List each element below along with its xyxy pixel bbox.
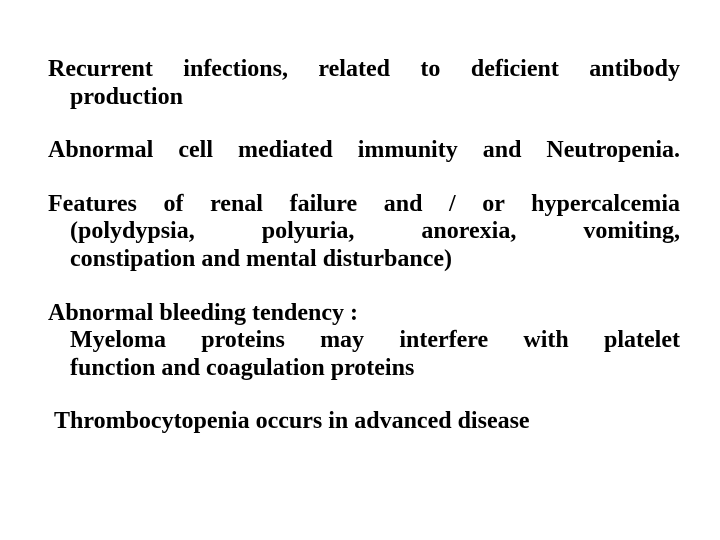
p1-line2: production <box>62 84 680 112</box>
p4-line1: Abnormal bleeding tendency : <box>48 300 680 328</box>
p4-line2: Myeloma proteins may interfere with plat… <box>48 327 680 355</box>
p2-text: Abnormal cell mediated immunity and Neut… <box>48 137 680 163</box>
paragraph-4: Abnormal bleeding tendency : Myeloma pro… <box>48 300 680 383</box>
p5-text: Thrombocytopenia occurs in advanced dise… <box>54 408 530 434</box>
p4-line3: function and coagulation proteins <box>48 355 680 383</box>
p1-line1: Recurrent infections, related to deficie… <box>62 56 680 84</box>
paragraph-1: Recurrent infections, related to deficie… <box>48 56 680 111</box>
p3-line2: (polydypsia, polyuria, anorexia, vomitin… <box>62 218 680 246</box>
p3-line3: constipation and mental disturbance) <box>62 246 680 274</box>
p3-line1: Features of renal failure and / or hyper… <box>62 191 680 219</box>
paragraph-3: Features of renal failure and / or hyper… <box>48 191 680 274</box>
paragraph-2: Abnormal cell mediated immunity and Neut… <box>48 137 680 165</box>
paragraph-5: Thrombocytopenia occurs in advanced dise… <box>48 408 680 436</box>
